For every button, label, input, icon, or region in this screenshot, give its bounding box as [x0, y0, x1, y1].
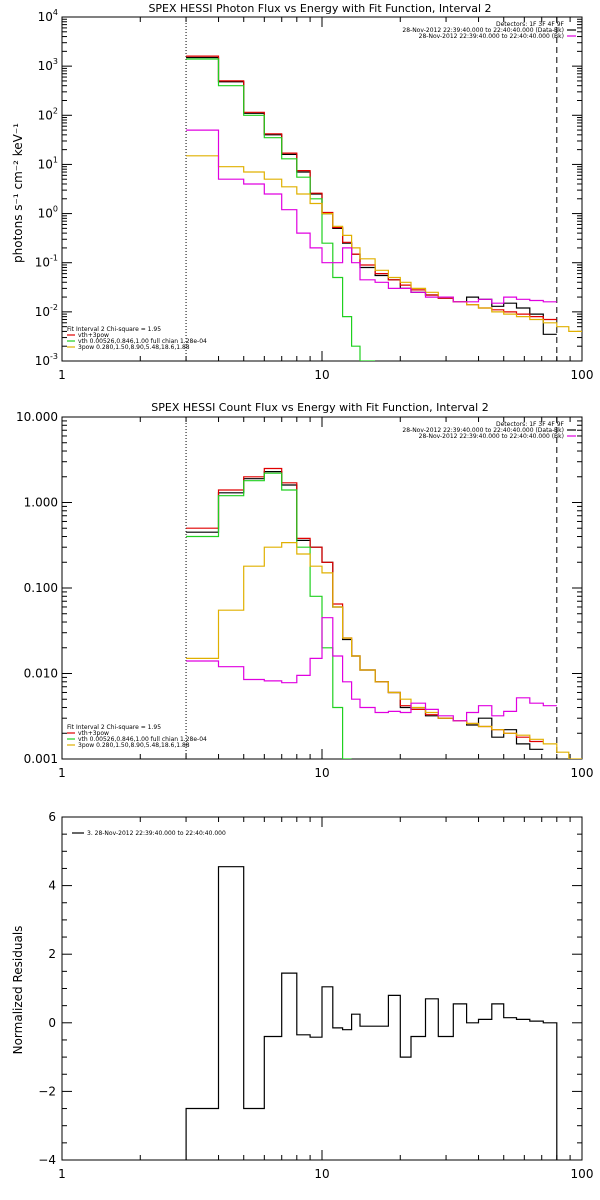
legend-right-entry: 28-Nov-2012 22:39:40.000 to 22:40:40.000… [402, 27, 564, 34]
legend-right-entry: 28-Nov-2012 22:39:40.000 to 22:40:40.000… [402, 427, 564, 434]
y-tick-label: 103 [38, 57, 58, 73]
legend-left-entry: Fit Interval 2 Chi-square = 1.95 [67, 326, 161, 333]
count-flux-panel: SPEX HESSI Count Flux vs Energy with Fit… [16, 401, 593, 780]
legend-left-entry: vth+3pow [78, 332, 109, 339]
x-tick-label: 1 [58, 1167, 66, 1181]
y-tick-label: 0 [48, 1016, 56, 1030]
y-tick-label: 0.010 [24, 667, 58, 681]
y-tick-label: −2 [38, 1084, 56, 1098]
legend-right-entry: 28-Nov-2012 22:39:40.000 to 22:40:40.000… [419, 433, 564, 440]
legend-left-entry: vth+3pow [78, 730, 109, 737]
series-black-histogram [185, 866, 558, 1160]
y-tick-label: 102 [38, 106, 58, 122]
x-tick-label: 100 [571, 368, 594, 382]
y-tick-label: 101 [38, 155, 58, 171]
residuals-panel: Normalized Residuals 1 10 100 −4 −2 0 2 4 6 3. 28… [11, 810, 593, 1181]
series-yellow-histogram [186, 542, 582, 759]
y-tick-label: 10-3 [35, 352, 58, 368]
y-tick-label: 100 [38, 205, 58, 221]
x-tick-label: 10 [314, 368, 329, 382]
y-tick-label: 10-2 [35, 303, 58, 319]
y-tick-label: 0.001 [24, 752, 58, 766]
y-tick-label: 1.000 [24, 496, 58, 510]
series-magenta-histogram [186, 129, 557, 304]
legend-left-entry: 3pow 0.280,1.50,8.90,5.48,18.6,1.88 [78, 742, 190, 749]
x-tick-label: 10 [314, 1167, 329, 1181]
y-tick-label: −4 [38, 1153, 56, 1167]
y-tick-label: 2 [48, 947, 56, 961]
x-tick-label: 100 [571, 1167, 594, 1181]
series-yellow-histogram [186, 155, 582, 332]
photon-flux-title: SPEX HESSI Photon Flux vs Energy with Fi… [148, 2, 491, 15]
photon-flux-panel: SPEX HESSI Photon Flux vs Energy with Fi… [11, 2, 593, 382]
x-tick-label: 1 [58, 766, 66, 780]
legend-left-entry: 3pow 0.280,1.50,8.90,5.48,18.6,1.88 [78, 344, 190, 351]
legend-right-entry: 28-Nov-2012 22:39:40.000 to 22:40:40.000… [419, 33, 564, 40]
series-magenta-histogram [186, 617, 557, 722]
x-tick-label: 10 [314, 766, 329, 780]
y-tick-label: 10-1 [35, 254, 58, 270]
count-flux-title: SPEX HESSI Count Flux vs Energy with Fit… [151, 401, 488, 414]
legend-left-entry: Fit Interval 2 Chi-square = 1.95 [67, 724, 161, 731]
legend-entry: 3. 28-Nov-2012 22:39:40.000 to 22:40:40.… [87, 830, 226, 837]
y-tick-label: 104 [38, 8, 58, 24]
series-green-histogram [186, 472, 352, 759]
legend-left-entry: vth 0.00526,0.846,1.00 full chian 1.28e-… [78, 736, 207, 743]
series-green-histogram [186, 58, 376, 361]
y-tick-label: 10.000 [16, 410, 58, 424]
photon-flux-y-axis-label: photons s⁻¹ cm⁻² keV⁻¹ [11, 123, 25, 263]
y-tick-label: 6 [48, 810, 56, 824]
legend-right-entry: Detectors: 1F 3F 4F 9F [496, 21, 565, 28]
legend-left-entry: vth 0.00526,0.846,1.00 full chian 1.28e-… [78, 338, 207, 345]
residuals-y-axis-label: Normalized Residuals [11, 926, 25, 1055]
y-tick-label: 4 [48, 879, 56, 893]
x-tick-label: 1 [58, 368, 66, 382]
x-tick-label: 100 [571, 766, 594, 780]
legend-right-entry: Detectors: 1F 3F 4F 9F [496, 421, 565, 428]
y-tick-label: 0.100 [24, 581, 58, 595]
